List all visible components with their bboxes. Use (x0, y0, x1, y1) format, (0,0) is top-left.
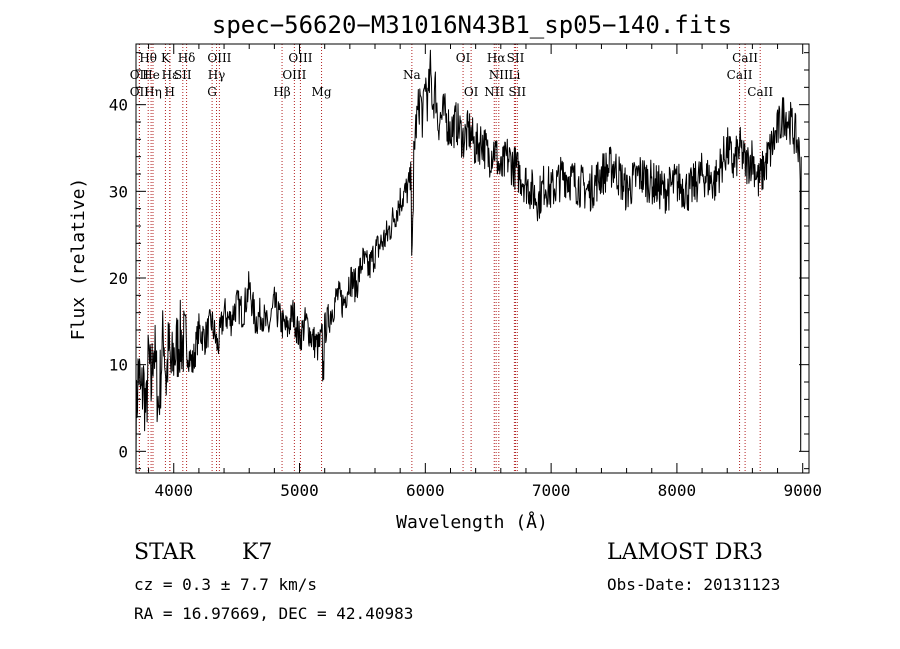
marker-label: CaII (732, 51, 758, 65)
x-axis: 4000 5000 6000 7000 8000 9000 (148, 44, 822, 500)
object-class: STAR (134, 540, 195, 565)
x-tick-label: 8000 (658, 481, 697, 500)
marker-label: OI (464, 85, 479, 99)
x-tick-label: 6000 (406, 481, 445, 500)
marker-label: NII (484, 85, 504, 99)
marker-label: OII (130, 68, 150, 82)
x-axis-label: Wavelength (Å) (396, 511, 548, 533)
marker-label: CaII (747, 85, 773, 99)
marker-label: OIII (288, 51, 312, 65)
marker-label: SII (507, 51, 525, 65)
marker-label: G (207, 85, 217, 99)
marker-label: Hθ (139, 51, 157, 65)
y-tick-label: 10 (109, 356, 128, 375)
y-tick-label: 0 (118, 442, 128, 461)
marker-label: Li (508, 68, 520, 82)
marker-label: Na (403, 68, 421, 82)
marker-label: Hη (144, 85, 162, 99)
marker-label: K (161, 51, 171, 65)
x-tick-label: 9000 (783, 481, 822, 500)
flux-line (135, 49, 802, 465)
flux-series (135, 49, 802, 465)
axes-frame (135, 43, 810, 474)
marker-label: OIII (207, 51, 231, 65)
marker-label: He (142, 68, 160, 82)
marker-label: CaII (727, 68, 753, 82)
y-axis: 0 10 20 30 40 (109, 52, 809, 470)
marker-label: OI (456, 51, 471, 65)
y-tick-label: 40 (109, 96, 128, 115)
y-tick-label: 20 (109, 269, 128, 288)
marker-label: NII (489, 68, 509, 82)
marker-label: Mg (312, 85, 332, 99)
marker-label: OIII (282, 68, 306, 82)
survey-name: LAMOST DR3 (607, 540, 763, 565)
x-tick-label: 4000 (154, 481, 193, 500)
chart-title: spec−56620−M31016N43B1_sp05−140.fits (212, 11, 732, 39)
marker-label: Hβ (273, 85, 290, 99)
marker-label: Hγ (208, 68, 226, 82)
observation-date: Obs-Date: 20131123 (607, 575, 781, 594)
x-tick-label: 7000 (532, 481, 571, 500)
y-tick-label: 30 (109, 182, 128, 201)
coordinates: RA = 16.97669, DEC = 42.40983 (134, 604, 414, 623)
marker-label: SII (508, 85, 526, 99)
x-tick-label: 5000 (280, 481, 319, 500)
marker-label: Hε (162, 68, 179, 82)
subclass: K7 (242, 540, 273, 565)
marker-label: SII (174, 68, 192, 82)
y-axis-label: Flux (relative) (68, 178, 89, 341)
marker-label: Hδ (178, 51, 196, 65)
marker-label: OII (130, 85, 150, 99)
marker-label: Hα (487, 51, 506, 65)
redshift-velocity: cz = 0.3 ± 7.7 km/s (134, 575, 318, 594)
spectral-line-markers (138, 44, 761, 473)
marker-label: H (164, 85, 174, 99)
